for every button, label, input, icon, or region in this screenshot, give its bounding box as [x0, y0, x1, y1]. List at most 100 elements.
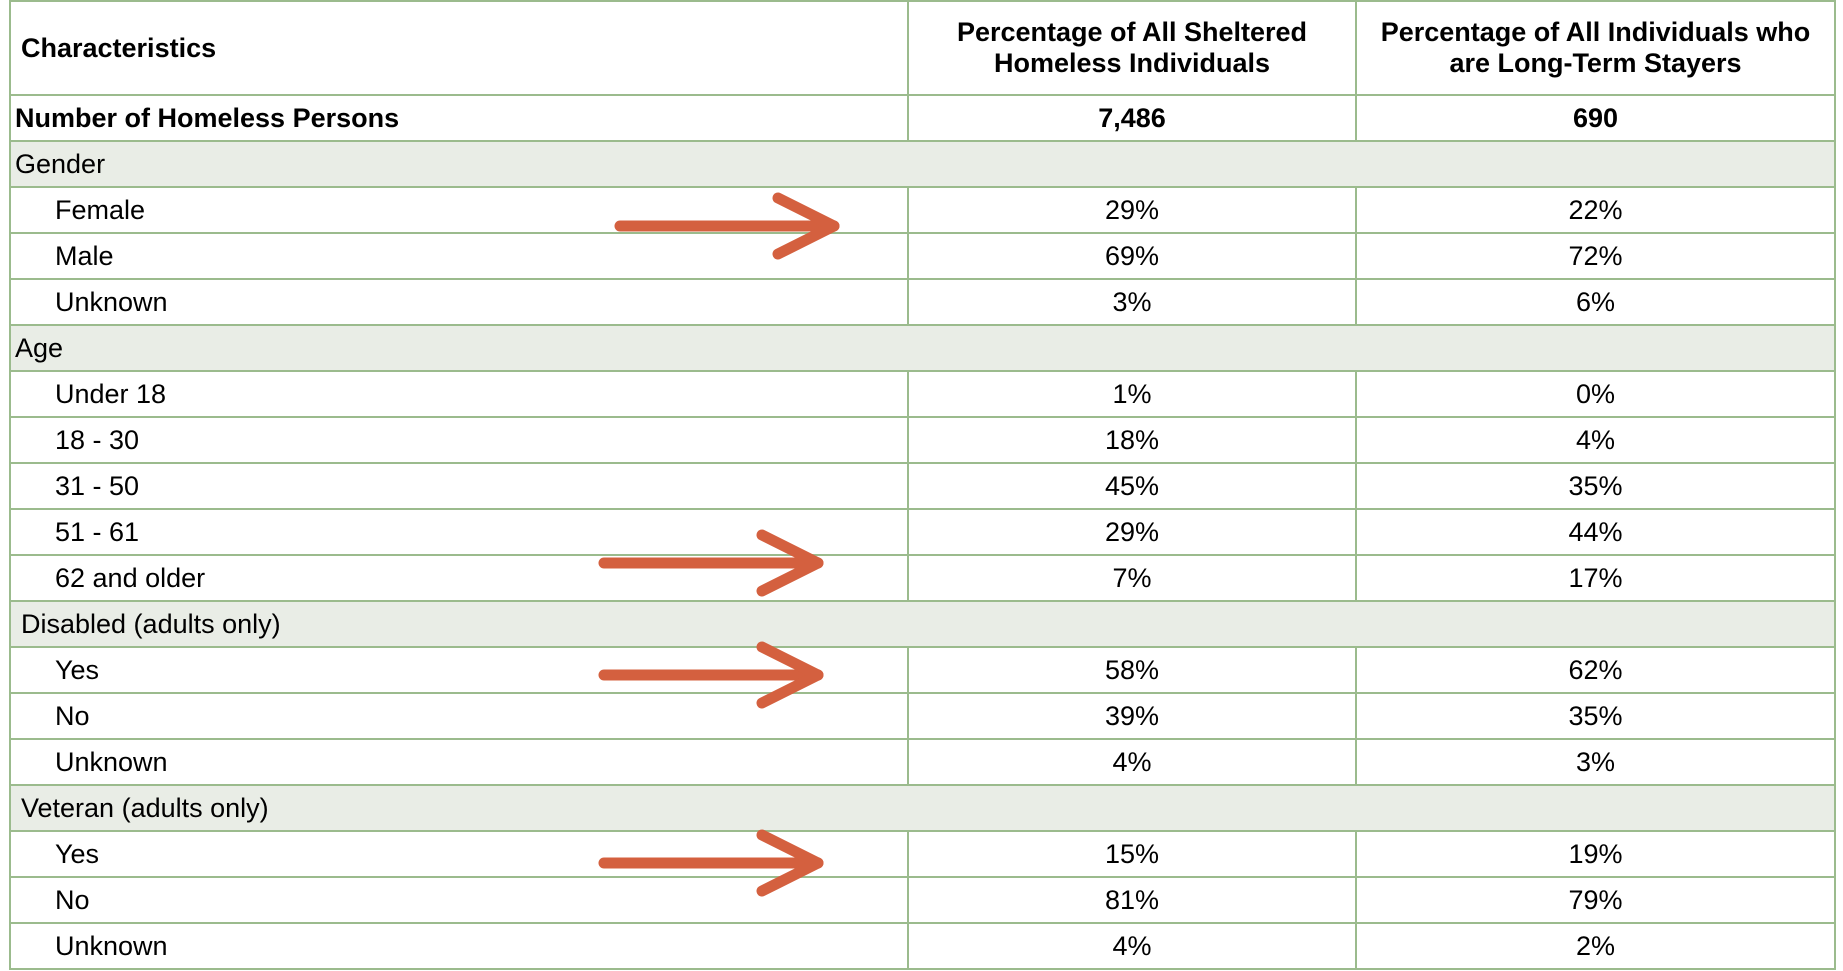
cell-text: 29%: [1104, 194, 1160, 225]
table-cell: Yes: [9, 646, 909, 694]
table-cell: No: [9, 876, 909, 924]
cell-text: 29%: [1104, 516, 1160, 547]
table-cell: 18 - 30: [9, 416, 909, 464]
table-cell: 15%: [907, 830, 1357, 878]
table-cell: No: [9, 692, 909, 740]
cell-text: Female: [55, 194, 146, 225]
cell-text: 18 - 30: [55, 424, 140, 455]
table-cell: 69%: [907, 232, 1357, 280]
cell-text: Unknown: [55, 286, 168, 317]
table-cell: 4%: [1355, 416, 1836, 464]
cell-text: 35%: [1568, 470, 1623, 501]
table-cell: 35%: [1355, 462, 1836, 510]
cell-text: 51 - 61: [55, 516, 140, 547]
cell-text: Unknown: [55, 930, 168, 961]
cell-text: 58%: [1104, 654, 1160, 685]
table-cell: Percentage of All Sheltered Homeless Ind…: [907, 0, 1357, 96]
cell-text: 62%: [1568, 654, 1623, 685]
cell-text: 15%: [1104, 838, 1160, 869]
cell-text: Male: [55, 240, 114, 271]
cell-text: 18%: [1104, 424, 1160, 455]
table-cell: 2%: [1355, 922, 1836, 970]
table-cell: 35%: [1355, 692, 1836, 740]
cell-text: Number of Homeless Persons: [15, 102, 400, 133]
table-cell: 3%: [907, 278, 1357, 326]
table-cell: Veteran (adults only): [9, 784, 1836, 832]
cell-text: 2%: [1575, 930, 1616, 961]
table-cell: 62%: [1355, 646, 1836, 694]
cell-text: 4%: [1112, 930, 1152, 961]
cell-text: 3%: [1112, 286, 1152, 317]
table-cell: Female: [9, 186, 909, 234]
cell-text: 19%: [1568, 838, 1623, 869]
cell-text: 0%: [1575, 378, 1616, 409]
table-cell: 3%: [1355, 738, 1836, 786]
table-cell: 81%: [907, 876, 1357, 924]
cell-text: 17%: [1568, 562, 1623, 593]
cell-text: 62 and older: [55, 562, 206, 593]
table-cell: 22%: [1355, 186, 1836, 234]
cell-text: 81%: [1104, 884, 1160, 915]
cell-text: Percentage of All Individuals who are Lo…: [1380, 17, 1811, 78]
cell-text: Yes: [55, 838, 100, 869]
table-cell: 0%: [1355, 370, 1836, 418]
table-cell: 6%: [1355, 278, 1836, 326]
cell-text: 31 - 50: [55, 470, 140, 501]
table-cell: Disabled (adults only): [9, 600, 1836, 648]
cell-text: Veteran (adults only): [21, 792, 269, 823]
table-cell: 39%: [907, 692, 1357, 740]
table-cell: 7,486: [907, 94, 1357, 142]
cell-text: 79%: [1568, 884, 1623, 915]
table-cell: 1%: [907, 370, 1357, 418]
table-cell: Yes: [9, 830, 909, 878]
cell-text: Gender: [15, 148, 106, 179]
cell-text: 39%: [1104, 700, 1160, 731]
table-cell: Unknown: [9, 738, 909, 786]
table-cell: Unknown: [9, 278, 909, 326]
cell-text: Under 18: [55, 378, 167, 409]
cell-text: 6%: [1575, 286, 1616, 317]
cell-text: Age: [15, 332, 64, 363]
table-cell: 44%: [1355, 508, 1836, 556]
table-cell: Characteristics: [9, 0, 909, 96]
cell-text: 72%: [1568, 240, 1623, 271]
table-cell: 29%: [907, 508, 1357, 556]
table-cell: 51 - 61: [9, 508, 909, 556]
table-cell: Age: [9, 324, 1836, 372]
cell-text: Disabled (adults only): [21, 608, 281, 639]
table-cell: 18%: [907, 416, 1357, 464]
cell-text: Unknown: [55, 746, 168, 777]
table-cell: Male: [9, 232, 909, 280]
table-cell: Unknown: [9, 922, 909, 970]
cell-text: 3%: [1575, 746, 1616, 777]
cell-text: 69%: [1104, 240, 1160, 271]
cell-text: 44%: [1568, 516, 1623, 547]
cell-text: 45%: [1104, 470, 1160, 501]
table-cell: 45%: [907, 462, 1357, 510]
cell-text: Characteristics: [21, 32, 217, 63]
table-cell: Percentage of All Individuals who are Lo…: [1355, 0, 1836, 96]
cell-text: Yes: [55, 654, 100, 685]
table-cell: 19%: [1355, 830, 1836, 878]
cell-text: Percentage of All Sheltered Homeless Ind…: [956, 17, 1308, 78]
cell-text: 22%: [1568, 194, 1623, 225]
table-cell: 4%: [907, 922, 1357, 970]
table-cell: Number of Homeless Persons: [9, 94, 909, 142]
table-cell: 29%: [907, 186, 1357, 234]
cell-text: 7%: [1112, 562, 1152, 593]
cell-text: 4%: [1575, 424, 1616, 455]
table-cell: 62 and older: [9, 554, 909, 602]
cell-text: 1%: [1112, 378, 1152, 409]
table-cell: 72%: [1355, 232, 1836, 280]
cell-text: No: [55, 884, 90, 915]
table-cell: Gender: [9, 140, 1836, 188]
table-cell: 690: [1355, 94, 1836, 142]
table-cell: Under 18: [9, 370, 909, 418]
cell-text: No: [55, 700, 90, 731]
table-cell: 17%: [1355, 554, 1836, 602]
cell-text: 35%: [1568, 700, 1623, 731]
table-cell: 79%: [1355, 876, 1836, 924]
cell-text: 7,486: [1098, 102, 1166, 133]
